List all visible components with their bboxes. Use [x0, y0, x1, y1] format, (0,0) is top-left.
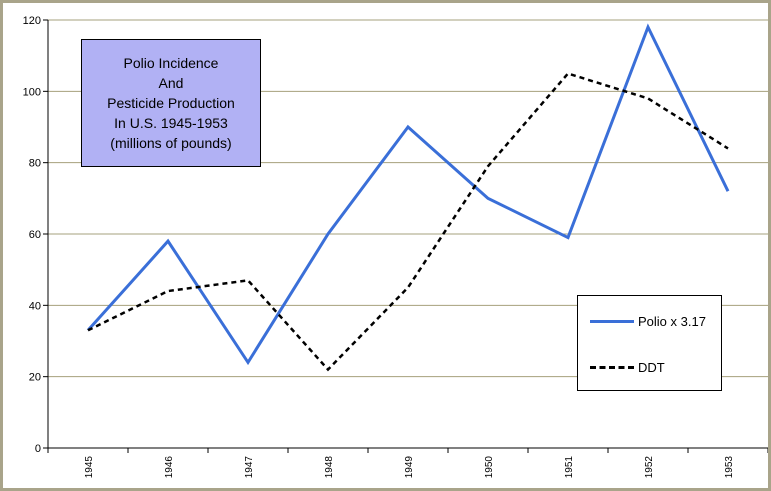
line-chart: 0 20 40 60 80 100 120 1945 1946 1947 1948 1949 1950… — [23, 15, 768, 479]
data-point-ddt-1953 — [727, 147, 730, 150]
data-point-ddt-1945 — [87, 329, 90, 332]
data-point-ddt-1947 — [247, 279, 250, 282]
x-tick-label-1950: 1950 — [484, 456, 495, 479]
x-tick-label-1952: 1952 — [644, 456, 655, 479]
y-tick-label-0: 0 — [35, 443, 41, 455]
y-axis-tick-labels: 0 20 40 60 80 100 120 — [23, 15, 41, 455]
chart-title-box: Polio Incidence And Pesticide Production… — [81, 39, 261, 167]
chart-title-line-4: In U.S. 1945-1953 — [114, 115, 228, 131]
y-tick-label-100: 100 — [23, 86, 41, 98]
x-tick-label-1948: 1948 — [324, 456, 335, 479]
legend-entry-polio: Polio x 3.17 — [590, 314, 706, 329]
data-point-polio-x-3-17-1947 — [247, 361, 250, 364]
chart-title-line-5: (millions of pounds) — [110, 135, 232, 151]
chart-title-line-2: And — [158, 75, 184, 91]
legend-swatch-ddt — [590, 366, 634, 369]
y-tick-label-80: 80 — [29, 158, 41, 170]
x-tick-label-1951: 1951 — [564, 456, 575, 479]
data-point-ddt-1950 — [487, 165, 490, 168]
legend-entry-ddt: DDT — [590, 360, 665, 375]
data-point-ddt-1949 — [407, 286, 410, 289]
series-line-polio-x-3-17 — [86, 23, 730, 366]
x-tick-label-1946: 1946 — [164, 456, 175, 479]
data-point-ddt-1948 — [327, 368, 330, 371]
x-tick-label-1953: 1953 — [724, 456, 735, 479]
chart-title-line-3: Pesticide Production — [107, 95, 235, 111]
data-point-ddt-1952 — [647, 97, 650, 100]
series-lines — [86, 23, 730, 372]
legend-swatch-polio — [590, 320, 634, 323]
y-tick-label-40: 40 — [29, 300, 41, 312]
data-point-polio-x-3-17-1946 — [167, 240, 170, 243]
data-point-polio-x-3-17-1951 — [567, 236, 570, 239]
data-point-ddt-1946 — [167, 290, 170, 293]
data-point-polio-x-3-17-1952 — [647, 26, 650, 29]
axes — [43, 19, 768, 453]
y-tick-label-60: 60 — [29, 229, 41, 241]
data-point-polio-x-3-17-1950 — [487, 197, 490, 200]
y-tick-label-120: 120 — [23, 15, 41, 27]
x-tick-label-1947: 1947 — [244, 456, 255, 479]
legend-label-polio: Polio x 3.17 — [638, 314, 706, 329]
data-point-polio-x-3-17-1953 — [727, 190, 730, 193]
data-point-polio-x-3-17-1949 — [407, 126, 410, 129]
x-axis-tick-labels: 1945 1946 1947 1948 1949 1950 1951 1952 1953 — [84, 456, 735, 479]
chart-title-line-1: Polio Incidence — [123, 55, 219, 71]
x-tick-label-1949: 1949 — [404, 456, 415, 479]
chart-legend: Polio x 3.17 DDT — [577, 295, 722, 391]
x-tick-label-1945: 1945 — [84, 456, 95, 479]
data-point-ddt-1951 — [567, 72, 570, 75]
y-tick-label-20: 20 — [29, 372, 41, 384]
legend-label-ddt: DDT — [638, 360, 665, 375]
data-point-polio-x-3-17-1948 — [327, 233, 330, 236]
